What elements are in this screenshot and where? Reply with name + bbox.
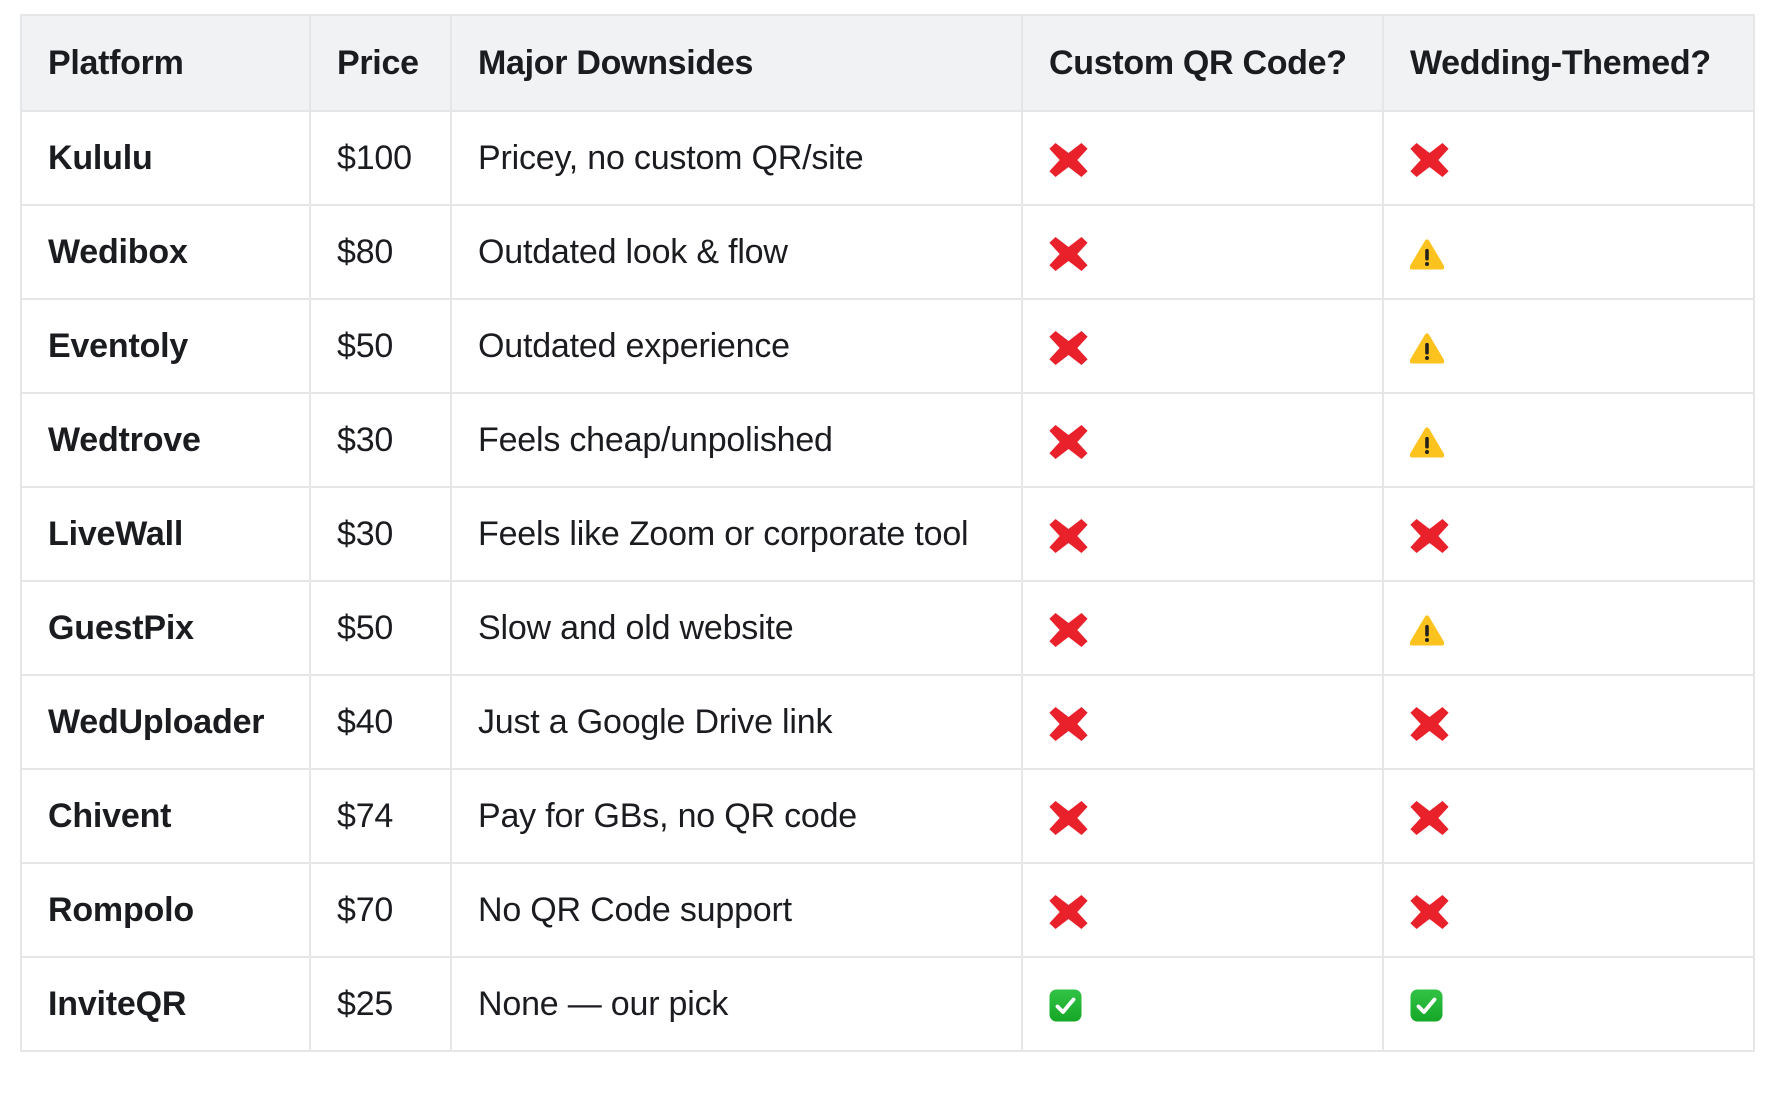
table-row: WedUploader $40 Just a Google Drive link	[20, 674, 1755, 770]
wedding-themed-cell	[1382, 298, 1755, 394]
comparison-table-container: Platform Price Major Downsides Custom QR…	[20, 14, 1755, 1052]
cross-icon	[1410, 518, 1449, 553]
table-row: Chivent $74 Pay for GBs, no QR code	[20, 768, 1755, 864]
cross-icon	[1410, 800, 1449, 835]
warning-icon	[1409, 238, 1445, 270]
cross-icon	[1049, 330, 1088, 365]
cross-icon	[1049, 236, 1088, 271]
custom-qr-cell	[1021, 298, 1384, 394]
cross-icon	[1410, 894, 1449, 929]
platform-cell: WedUploader	[20, 674, 311, 770]
price-cell: $30	[309, 392, 452, 488]
price-cell: $50	[309, 580, 452, 676]
custom-qr-cell	[1021, 110, 1384, 206]
downsides-cell: Just a Google Drive link	[450, 674, 1023, 770]
cross-icon	[1410, 142, 1449, 177]
platform-cell: LiveWall	[20, 486, 311, 582]
downsides-cell: Slow and old website	[450, 580, 1023, 676]
cross-icon	[1049, 518, 1088, 553]
table-row: Kululu $100 Pricey, no custom QR/site	[20, 110, 1755, 206]
platform-cell: InviteQR	[20, 956, 311, 1052]
downsides-cell: Outdated experience	[450, 298, 1023, 394]
warning-icon	[1409, 426, 1445, 458]
table-header: Platform Price Major Downsides Custom QR…	[20, 14, 1755, 112]
platform-cell: Wedtrove	[20, 392, 311, 488]
price-cell: $70	[309, 862, 452, 958]
table-row: GuestPix $50 Slow and old website	[20, 580, 1755, 676]
wedding-themed-cell	[1382, 110, 1755, 206]
column-header-wedding-themed: Wedding-Themed?	[1382, 14, 1755, 112]
downsides-cell: Pricey, no custom QR/site	[450, 110, 1023, 206]
header-row: Platform Price Major Downsides Custom QR…	[20, 14, 1755, 112]
platform-cell: Chivent	[20, 768, 311, 864]
cross-icon	[1049, 612, 1088, 647]
custom-qr-cell	[1021, 486, 1384, 582]
downsides-cell: None — our pick	[450, 956, 1023, 1052]
check-icon	[1049, 989, 1082, 1022]
table-body: Kululu $100 Pricey, no custom QR/site We…	[20, 110, 1755, 1052]
column-header-price: Price	[309, 14, 452, 112]
downsides-cell: Feels cheap/unpolished	[450, 392, 1023, 488]
platform-cell: Kululu	[20, 110, 311, 206]
cross-icon	[1049, 424, 1088, 459]
wedding-themed-cell	[1382, 862, 1755, 958]
table-row: Wedibox $80 Outdated look & flow	[20, 204, 1755, 300]
price-cell: $80	[309, 204, 452, 300]
table-row: LiveWall $30 Feels like Zoom or corporat…	[20, 486, 1755, 582]
wedding-themed-cell	[1382, 956, 1755, 1052]
custom-qr-cell	[1021, 204, 1384, 300]
column-header-custom-qr-code: Custom QR Code?	[1021, 14, 1384, 112]
wedding-themed-cell	[1382, 486, 1755, 582]
wedding-themed-cell	[1382, 674, 1755, 770]
price-cell: $30	[309, 486, 452, 582]
downsides-cell: Feels like Zoom or corporate tool	[450, 486, 1023, 582]
comparison-table: Platform Price Major Downsides Custom QR…	[20, 14, 1755, 1052]
platform-cell: GuestPix	[20, 580, 311, 676]
cross-icon	[1049, 142, 1088, 177]
wedding-themed-cell	[1382, 580, 1755, 676]
custom-qr-cell	[1021, 580, 1384, 676]
custom-qr-cell	[1021, 862, 1384, 958]
cross-icon	[1049, 894, 1088, 929]
downsides-cell: Outdated look & flow	[450, 204, 1023, 300]
custom-qr-cell	[1021, 956, 1384, 1052]
custom-qr-cell	[1021, 392, 1384, 488]
platform-cell: Eventoly	[20, 298, 311, 394]
wedding-themed-cell	[1382, 392, 1755, 488]
platform-cell: Rompolo	[20, 862, 311, 958]
price-cell: $74	[309, 768, 452, 864]
warning-icon	[1409, 614, 1445, 646]
table-row: Rompolo $70 No QR Code support	[20, 862, 1755, 958]
table-row: Wedtrove $30 Feels cheap/unpolished	[20, 392, 1755, 488]
cross-icon	[1049, 706, 1088, 741]
price-cell: $40	[309, 674, 452, 770]
table-row: InviteQR $25 None — our pick	[20, 956, 1755, 1052]
column-header-major-downsides: Major Downsides	[450, 14, 1023, 112]
price-cell: $25	[309, 956, 452, 1052]
downsides-cell: Pay for GBs, no QR code	[450, 768, 1023, 864]
column-header-platform: Platform	[20, 14, 311, 112]
custom-qr-cell	[1021, 768, 1384, 864]
check-icon	[1410, 989, 1443, 1022]
price-cell: $50	[309, 298, 452, 394]
custom-qr-cell	[1021, 674, 1384, 770]
cross-icon	[1410, 706, 1449, 741]
cross-icon	[1049, 800, 1088, 835]
wedding-themed-cell	[1382, 204, 1755, 300]
downsides-cell: No QR Code support	[450, 862, 1023, 958]
warning-icon	[1409, 332, 1445, 364]
platform-cell: Wedibox	[20, 204, 311, 300]
price-cell: $100	[309, 110, 452, 206]
wedding-themed-cell	[1382, 768, 1755, 864]
table-row: Eventoly $50 Outdated experience	[20, 298, 1755, 394]
